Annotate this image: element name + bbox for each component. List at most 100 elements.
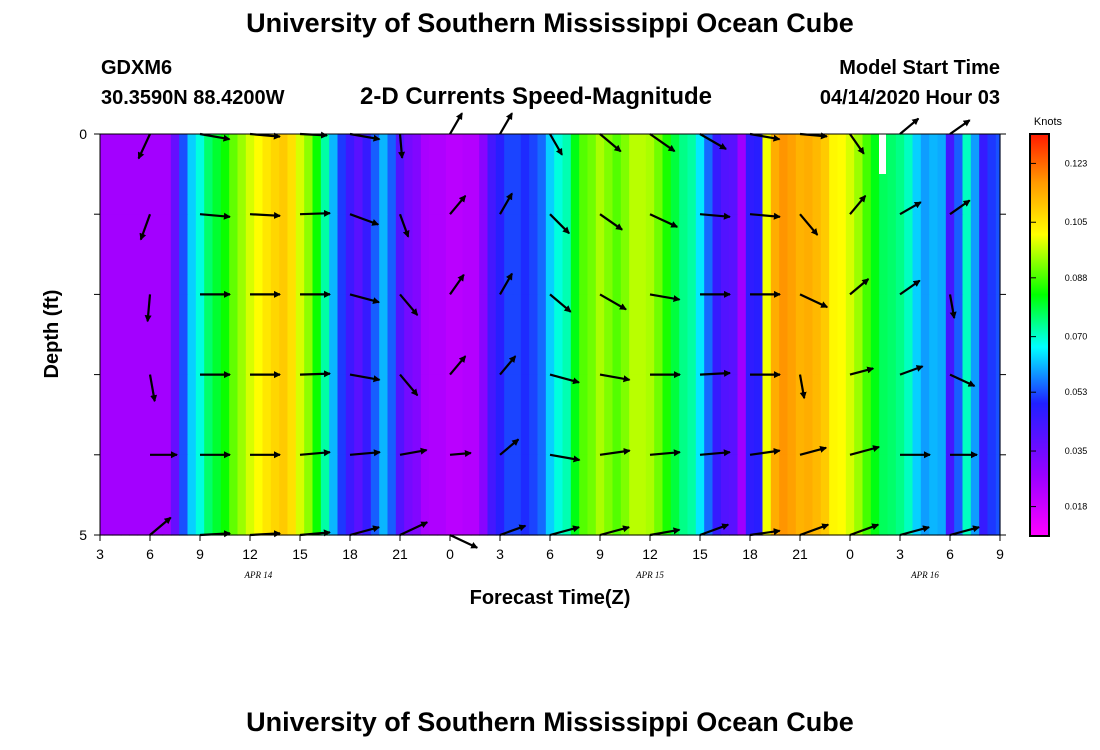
heatmap-cell (120, 374, 130, 456)
footer-title: University of Southern Mississippi Ocean… (246, 707, 854, 737)
heatmap-cell (495, 454, 505, 536)
heatmap-cell (345, 214, 355, 295)
heatmap-cell (804, 134, 814, 215)
heatmap-cell (362, 294, 372, 376)
station-coordinates: 30.3590N 88.4200W (101, 87, 285, 109)
heatmap-cell (104, 214, 114, 295)
heatmap-cell (170, 454, 180, 536)
heatmap-cell (795, 134, 805, 215)
heatmap-cell (795, 214, 805, 295)
current-vector (749, 447, 781, 456)
heatmap-cell (979, 134, 989, 215)
heatmap-cell (387, 294, 397, 376)
heatmap-cell (770, 374, 780, 456)
heatmap-cell (704, 294, 714, 376)
heatmap-cell (154, 374, 164, 456)
heatmap-cell (604, 294, 614, 376)
colorbar-tick-label: 0.123 (1065, 158, 1088, 168)
heatmap-cell (829, 294, 839, 376)
heatmap-cell (770, 214, 780, 295)
heatmap-cell (679, 294, 689, 376)
heatmap-cell (329, 454, 339, 536)
heatmap-cell (120, 454, 130, 536)
heatmap-cell (112, 374, 122, 456)
heatmap-cell (987, 134, 997, 215)
current-vector (699, 449, 731, 457)
heatmap-cell (970, 454, 980, 536)
current-vector (899, 117, 920, 135)
heatmap-cell (837, 134, 847, 215)
heatmap-cell (820, 294, 830, 376)
heatmap-cell (920, 374, 930, 456)
heatmap-cell (262, 294, 272, 376)
current-vector (799, 523, 830, 537)
current-vector (649, 213, 679, 228)
heatmap-cell (470, 214, 480, 295)
white-gap-patch (879, 134, 886, 174)
heatmap-cell (245, 214, 255, 295)
heatmap-cell (404, 294, 414, 376)
heatmap-cell (770, 454, 780, 536)
heatmap-cell (912, 134, 922, 215)
heatmap-cell (570, 294, 580, 376)
heatmap-cell (679, 134, 689, 215)
heatmap-cell (179, 294, 189, 376)
heatmap-cell (454, 374, 464, 456)
heatmap-cell (529, 134, 539, 215)
heatmap-cell (354, 454, 364, 536)
current-vector (199, 212, 231, 220)
heatmap-cell (529, 374, 539, 456)
heatmap-cell (387, 374, 397, 456)
heatmap-cell (437, 294, 447, 376)
heatmap-cell (879, 374, 889, 456)
heatmap-cell (204, 214, 214, 295)
heatmap-cell (979, 374, 989, 456)
heatmap-cell (679, 214, 689, 295)
x-tick-label: 9 (996, 546, 1004, 562)
heatmap-cell (720, 214, 730, 295)
heatmap-cell (204, 454, 214, 536)
heatmap-cell (404, 134, 414, 215)
heatmap-cell (687, 214, 697, 295)
heatmap-cell (762, 454, 772, 536)
heatmap-cell (445, 214, 455, 295)
heatmap-cell (412, 134, 422, 215)
heatmap-cell (495, 214, 505, 295)
heatmap-cell (462, 374, 472, 456)
heatmap-cell (304, 294, 314, 376)
heatmap-cell (337, 134, 347, 215)
current-vector (849, 445, 880, 456)
heatmap-cell (870, 214, 880, 295)
heatmap-cell (554, 134, 564, 215)
heatmap-cell (412, 454, 422, 536)
heatmap-cell (945, 454, 955, 536)
heatmap-cell (337, 214, 347, 295)
heatmap-cell (845, 134, 855, 215)
y-tick-label: 0 (79, 126, 87, 142)
heatmap-cell (954, 454, 964, 536)
heatmap-cell (379, 134, 389, 215)
heatmap-cell (620, 454, 630, 536)
heatmap-cell (254, 294, 264, 376)
current-vector (299, 449, 331, 457)
heatmap-cell (312, 214, 322, 295)
heatmap-cell (770, 294, 780, 376)
heatmap-cell (354, 374, 364, 456)
heatmap-cell (270, 214, 280, 295)
heatmap-cell (745, 454, 755, 536)
heatmap-cell (887, 214, 897, 295)
heatmap-cell (462, 134, 472, 215)
current-vector (849, 523, 880, 537)
heatmap-cell (762, 294, 772, 376)
heatmap-cell (612, 214, 622, 295)
current-vector (549, 525, 580, 537)
current-vector (699, 523, 730, 537)
heatmap-cell (579, 294, 589, 376)
date-label: APR 14 (243, 570, 272, 580)
heatmap-cell (737, 134, 747, 215)
heatmap-cell (170, 134, 180, 215)
heatmap-cell (537, 374, 547, 456)
heatmap-cell (795, 294, 805, 376)
current-vector (649, 133, 676, 153)
